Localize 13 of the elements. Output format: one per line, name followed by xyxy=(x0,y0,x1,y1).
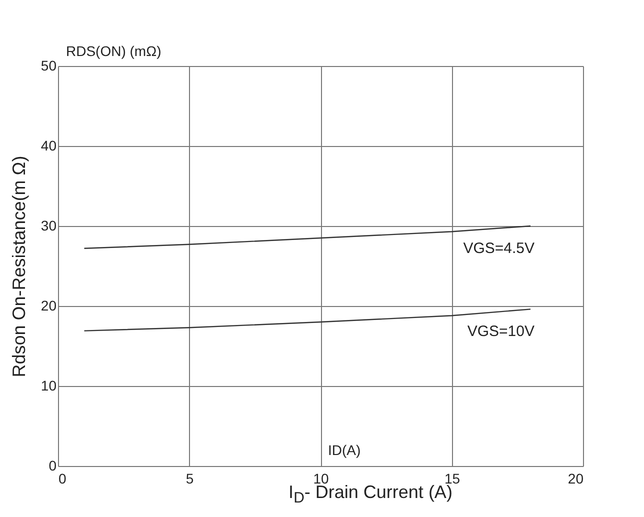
y-tick-label: 50 xyxy=(40,58,57,74)
annotation: ID(A) xyxy=(328,442,361,458)
text: RDS(ON) (mΩ) xyxy=(66,43,162,59)
series-label: VGS=4.5V xyxy=(463,240,534,257)
y-tick-label: 20 xyxy=(40,298,57,314)
series-label: VGS=10V xyxy=(467,323,534,340)
x-tick-label: 20 xyxy=(568,470,584,486)
y-tick-label: 30 xyxy=(40,218,57,234)
x-tick-label: 5 xyxy=(186,470,194,486)
y-axis-title: Rdson On-Resistance(m Ω) xyxy=(8,156,29,378)
y-tick-label: 10 xyxy=(40,378,57,394)
y-tick-label: 40 xyxy=(40,138,57,154)
y-tick-label: 0 xyxy=(48,458,57,474)
